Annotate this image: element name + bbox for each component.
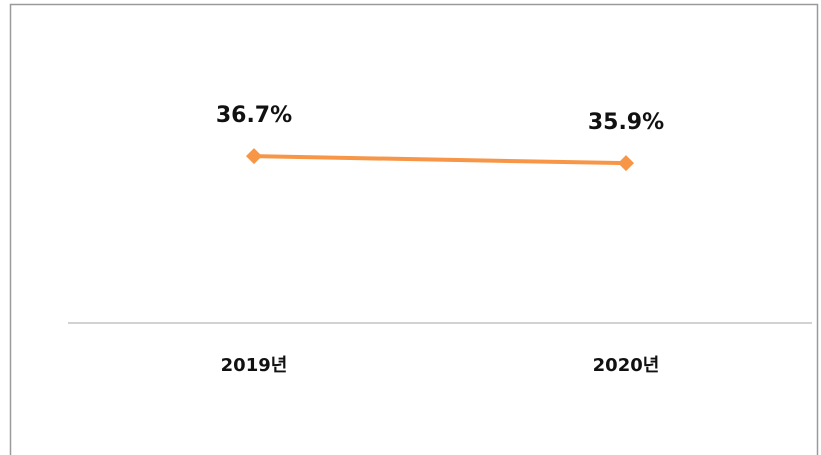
data-label: 35.9% bbox=[588, 110, 664, 135]
data-label: 36.7% bbox=[216, 103, 292, 128]
data-point bbox=[246, 148, 262, 165]
data-point bbox=[618, 155, 634, 172]
x-tick-label: 2020년 bbox=[593, 355, 660, 376]
chart-frame bbox=[9, 3, 819, 455]
series-line bbox=[253, 154, 627, 166]
x-tick-label: 2019년 bbox=[221, 355, 288, 376]
